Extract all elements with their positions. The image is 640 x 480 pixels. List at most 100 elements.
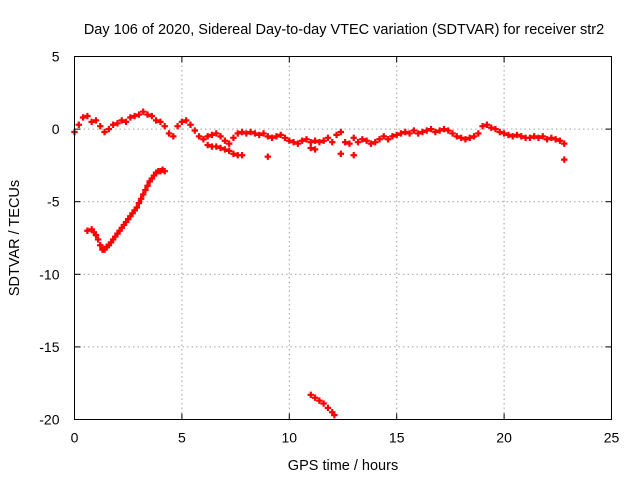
data-point (530, 133, 538, 140)
data-point (475, 130, 482, 137)
data-point (97, 242, 104, 249)
data-point (449, 130, 456, 137)
data-point (294, 140, 302, 147)
data-point (384, 136, 392, 143)
data-point (105, 125, 113, 133)
data-point (479, 122, 486, 130)
data-point (462, 136, 469, 143)
data-point (92, 117, 100, 124)
y-axis-label: SDTVAR / TECUs (7, 180, 23, 296)
axis-ticks (74, 56, 612, 420)
data-point (191, 127, 198, 134)
data-point (286, 137, 293, 144)
x-tick-label: 0 (71, 430, 79, 446)
data-point (316, 138, 323, 146)
series-rising-arc (84, 166, 168, 253)
data-point (307, 144, 314, 152)
data-point (127, 114, 134, 121)
grid-lines (74, 56, 612, 420)
data-point (122, 118, 130, 126)
data-point (140, 191, 147, 198)
data-point (331, 411, 338, 419)
tick-labels: 0 5 10 15 20 25 5 0 -5 -10 -15 -20 (39, 49, 619, 446)
data-point (101, 128, 108, 136)
data-point (337, 128, 345, 136)
data-point (316, 397, 323, 404)
x-tick-label: 5 (178, 430, 186, 446)
data-point (217, 144, 224, 152)
y-tick-label: 0 (52, 121, 60, 137)
data-point (144, 111, 151, 118)
data-point (298, 137, 306, 144)
data-point (543, 136, 551, 143)
data-point (174, 122, 181, 130)
data-point (397, 130, 405, 137)
data-point (324, 134, 332, 142)
data-point (79, 114, 87, 121)
x-axis-label: GPS time / hours (288, 458, 398, 474)
data-point (436, 127, 443, 134)
data-point (225, 140, 233, 147)
y-tick-label: -10 (39, 266, 59, 282)
data-point (414, 130, 422, 137)
data-point (135, 199, 143, 207)
data-point (513, 131, 521, 139)
data-point (200, 136, 207, 143)
data-point (359, 136, 366, 143)
data-point (376, 136, 383, 143)
data-point (264, 153, 272, 160)
y-tick-label: 5 (52, 49, 60, 65)
data-point (372, 138, 379, 146)
data-point (488, 124, 495, 131)
data-point (419, 128, 426, 136)
data-point (118, 117, 125, 124)
data-point (406, 130, 413, 137)
data-point (165, 130, 173, 137)
data-point (380, 133, 388, 140)
data-point (187, 121, 194, 128)
data-point (273, 133, 280, 140)
x-tick-label: 25 (604, 430, 620, 446)
data-point (230, 134, 237, 142)
data-point (178, 118, 186, 126)
x-tick-label: 10 (282, 430, 298, 446)
data-point (324, 404, 332, 412)
data-point (337, 150, 345, 157)
data-point (225, 147, 233, 155)
data-point (195, 133, 203, 140)
data-point (208, 131, 216, 139)
data-point (311, 137, 319, 144)
data-point (307, 138, 314, 146)
data-point (453, 133, 461, 140)
data-point (402, 128, 409, 136)
data-point (148, 112, 156, 120)
data-point (204, 141, 211, 149)
data-point (350, 134, 357, 142)
y-tick-label: -5 (47, 194, 60, 210)
data-point (161, 168, 168, 175)
data-point (445, 127, 452, 134)
data-point (157, 118, 164, 126)
data-point (350, 152, 357, 159)
data-point (84, 227, 91, 234)
data-point (109, 121, 117, 128)
data-point (260, 130, 267, 137)
data-point (311, 146, 319, 153)
data-point (423, 127, 430, 134)
data-point (470, 133, 478, 140)
data-point (290, 138, 297, 146)
data-point (152, 117, 160, 124)
data-point (432, 128, 439, 136)
data-point (230, 150, 237, 157)
data-point (509, 133, 516, 140)
x-tick-label: 20 (496, 430, 512, 446)
data-point (88, 118, 95, 126)
data-point (556, 137, 564, 144)
data-point (333, 131, 340, 139)
data-point (552, 136, 559, 143)
data-point (389, 133, 396, 140)
data-point (243, 130, 250, 137)
data-point (221, 146, 229, 153)
data-point (217, 133, 224, 140)
